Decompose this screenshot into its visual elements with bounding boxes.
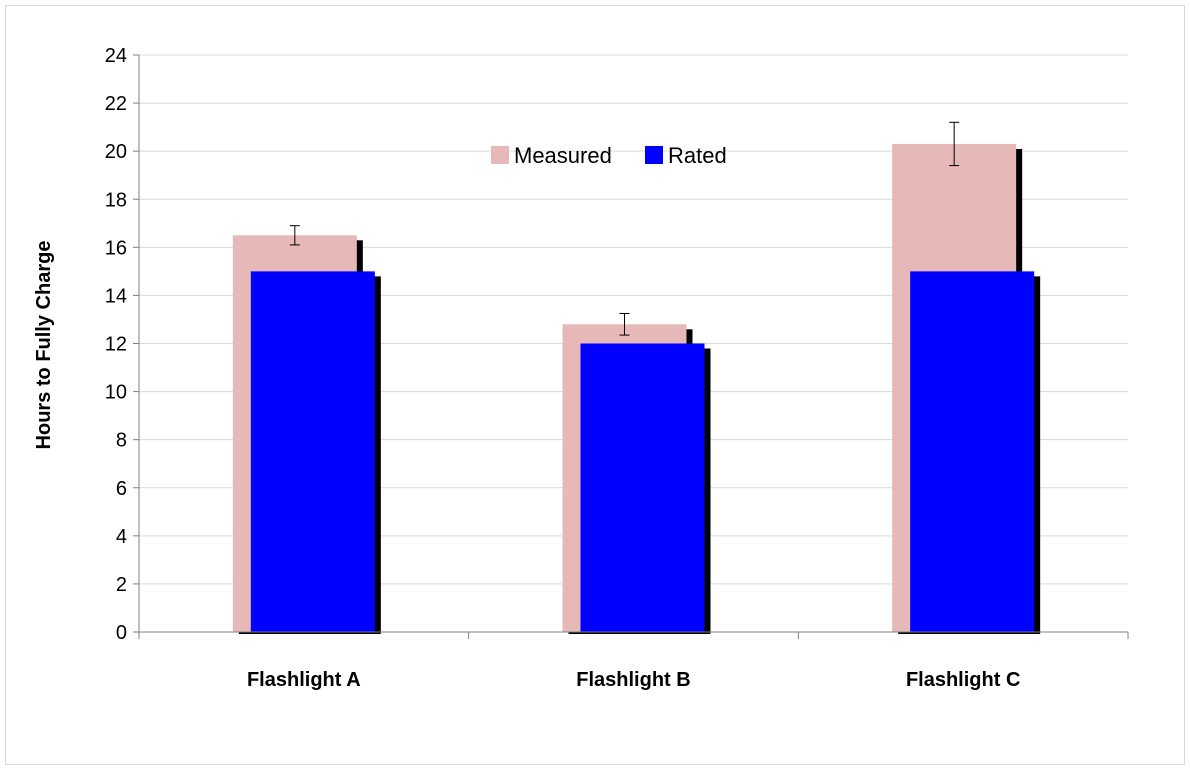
- bars: [232, 121, 1041, 634]
- x-category-label: Flashlight B: [576, 669, 690, 691]
- rated-bar: [250, 271, 375, 632]
- y-tick-label: 0: [116, 622, 127, 644]
- y-tick-label: 24: [105, 45, 127, 67]
- y-tick-label: 2: [116, 574, 127, 596]
- legend: Measured Rated: [491, 143, 727, 168]
- y-tick-label: 20: [105, 141, 127, 163]
- y-tick-label: 6: [116, 478, 127, 500]
- legend-swatch-measured: [491, 146, 509, 164]
- y-tick-label: 16: [105, 237, 127, 259]
- x-category-labels: Flashlight A Flashlight B Flashlight C: [247, 669, 1020, 691]
- legend-label-measured: Measured: [514, 143, 612, 168]
- x-category-label: Flashlight C: [906, 669, 1020, 691]
- y-axis-label: Hours to Fully Charge: [33, 241, 55, 450]
- y-tick-label: 4: [116, 526, 127, 548]
- y-tick-label: 8: [116, 430, 127, 452]
- x-category-label: Flashlight A: [247, 669, 361, 691]
- y-tick-label: 14: [105, 285, 127, 307]
- y-tick-label: 18: [105, 189, 127, 211]
- rated-bar: [580, 343, 705, 632]
- axes: [133, 54, 1129, 639]
- y-tick-label: 22: [105, 93, 127, 115]
- rated-bar: [910, 271, 1035, 632]
- legend-swatch-rated: [645, 146, 663, 164]
- legend-label-rated: Rated: [668, 143, 727, 168]
- y-tick-label: 10: [105, 382, 127, 404]
- y-tick-label: 12: [105, 334, 127, 356]
